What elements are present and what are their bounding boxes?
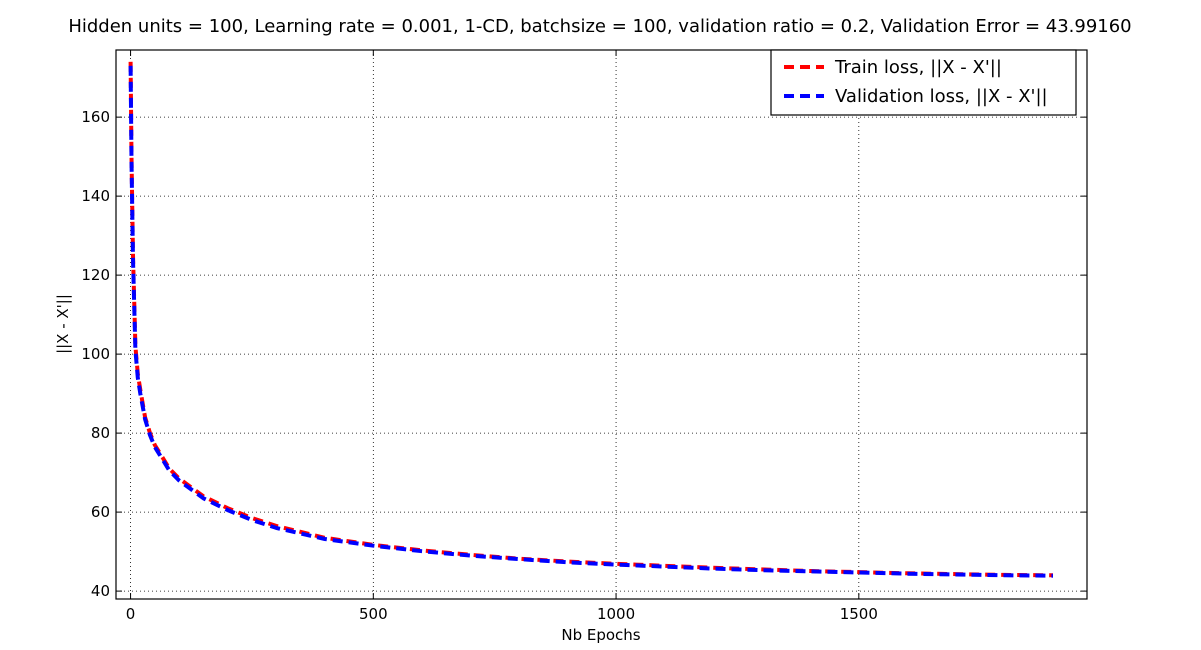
x-axis-label: Nb Epochs bbox=[561, 626, 640, 644]
y-axis-label: ||X - X'|| bbox=[54, 294, 72, 354]
train-loss-line bbox=[128, 61, 1054, 578]
chart-title: Hidden units = 100, Learning rate = 0.00… bbox=[68, 16, 1131, 37]
plot-series bbox=[128, 61, 1054, 578]
axis-ticks: 0 500 1000 1500 40 60 80 100 120 140 160 bbox=[81, 50, 1087, 623]
plot-frame bbox=[115, 49, 1088, 600]
x-tick-label: 0 bbox=[126, 605, 136, 623]
legend-label-validation: Validation loss, ||X - X'|| bbox=[835, 86, 1048, 107]
y-tick-label: 40 bbox=[91, 582, 110, 600]
y-tick-label: 160 bbox=[81, 108, 110, 126]
y-tick-label: 120 bbox=[81, 266, 110, 284]
y-tick-label: 60 bbox=[91, 503, 110, 521]
x-tick-label: 1000 bbox=[597, 605, 635, 623]
legend: Train loss, ||X - X'|| Validation loss, … bbox=[770, 49, 1077, 116]
x-tick-label: 500 bbox=[359, 605, 388, 623]
validation-loss-line bbox=[128, 65, 1054, 578]
grid-lines bbox=[116, 50, 1087, 599]
legend-label-train: Train loss, ||X - X'|| bbox=[834, 57, 1002, 78]
y-tick-label: 80 bbox=[91, 424, 110, 442]
legend-box bbox=[770, 49, 1077, 116]
x-tick-label: 1500 bbox=[840, 605, 878, 623]
y-tick-label: 100 bbox=[81, 345, 110, 363]
y-tick-label: 140 bbox=[81, 187, 110, 205]
